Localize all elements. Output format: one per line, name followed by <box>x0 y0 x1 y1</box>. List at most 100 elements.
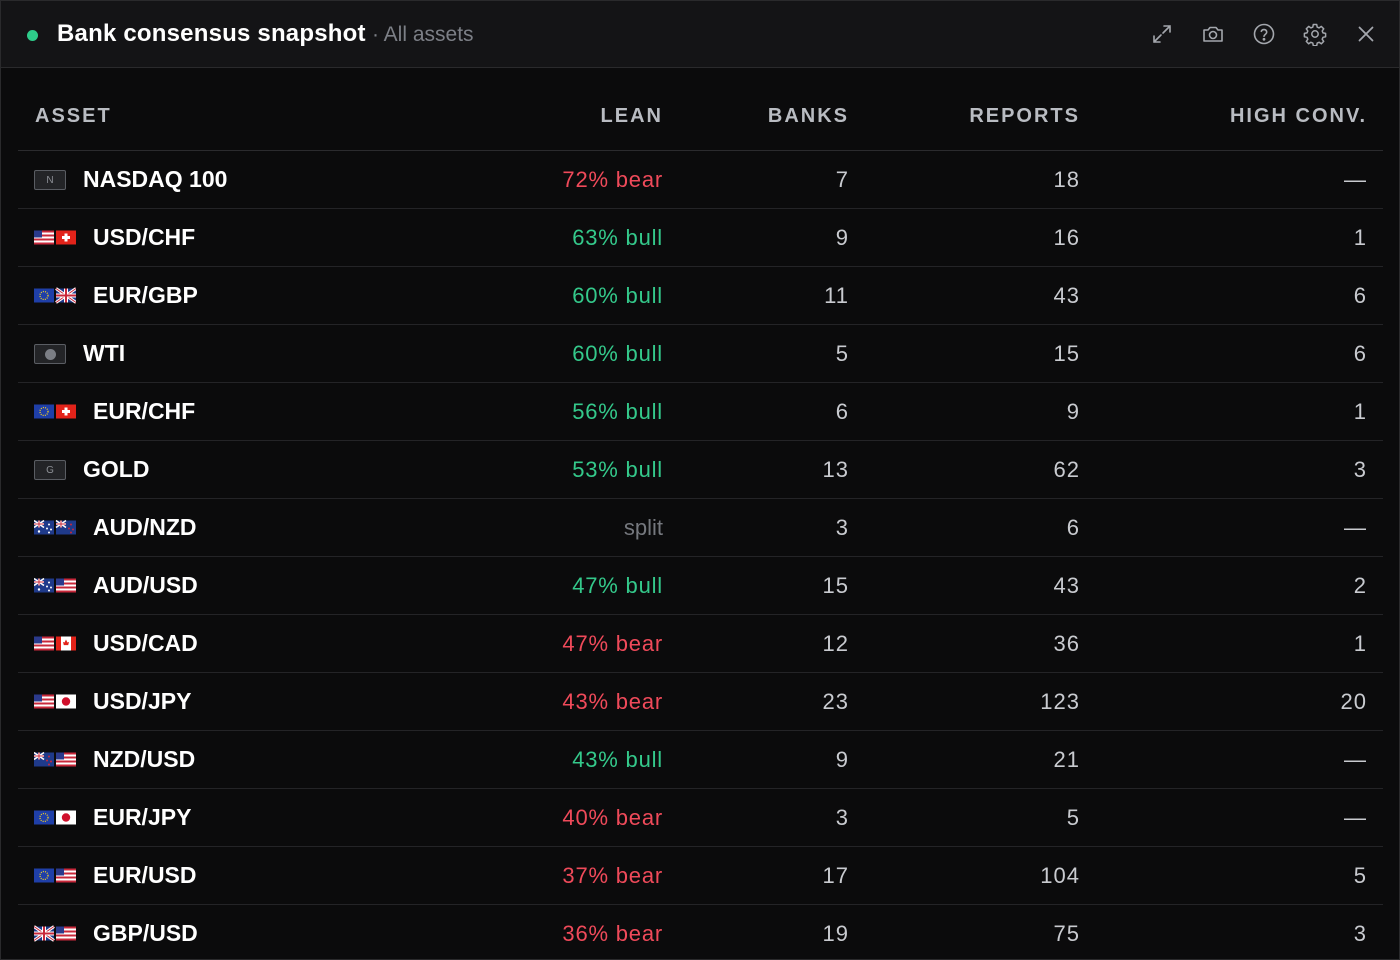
lean-value: 43% bull <box>572 747 663 772</box>
camera-icon[interactable] <box>1200 21 1226 47</box>
badge-letter: G <box>46 464 54 476</box>
asset-name[interactable]: USD/JPY <box>93 688 192 714</box>
table-row[interactable]: EUR/USD 37% bear 17 104 5 <box>18 847 1383 905</box>
column-header-high-conviction[interactable]: HIGH CONV. <box>1229 105 1367 127</box>
high-conviction-count: 20 <box>1340 689 1367 714</box>
currency-flags-icon <box>34 925 76 942</box>
currency-flags-icon <box>34 810 76 825</box>
currency-flags-icon <box>34 230 76 245</box>
banks-count: 19 <box>822 921 849 946</box>
currency-flags-icon <box>34 404 76 419</box>
table-row[interactable]: GBP/USD 36% bear 19 75 3 <box>18 905 1383 959</box>
asset-name[interactable]: GBP/USD <box>93 920 198 946</box>
high-conviction-count: 5 <box>1353 863 1367 888</box>
banks-count: 17 <box>822 863 849 888</box>
high-conviction-count: — <box>1344 805 1367 830</box>
commodity-badge-icon <box>34 344 66 364</box>
table-row[interactable]: NZD/USD 43% bull 9 21 — <box>18 731 1383 789</box>
table-row[interactable]: USD/CAD 47% bear 12 36 1 <box>18 615 1383 673</box>
table-row[interactable]: USD/JPY 43% bear 23 123 20 <box>18 673 1383 731</box>
reports-count: 123 <box>1040 689 1080 714</box>
banks-count: 3 <box>835 515 849 540</box>
lean-value: 56% bull <box>572 399 663 424</box>
asset-name[interactable]: WTI <box>83 340 126 366</box>
asset-name[interactable]: EUR/JPY <box>93 804 192 830</box>
high-conviction-count: 1 <box>1353 631 1367 656</box>
currency-flags-icon <box>34 694 76 709</box>
banks-count: 15 <box>822 573 849 598</box>
high-conviction-count: — <box>1344 515 1367 540</box>
asset-name[interactable]: EUR/USD <box>93 862 197 888</box>
banks-count: 5 <box>835 341 849 366</box>
settings-icon[interactable] <box>1302 21 1328 47</box>
table-row[interactable]: G GOLD 53% bull 13 62 3 <box>18 441 1383 499</box>
asset-name[interactable]: USD/CAD <box>93 630 198 656</box>
reports-count: 6 <box>1066 515 1080 540</box>
lean-value: 72% bear <box>562 167 663 192</box>
reports-count: 62 <box>1053 457 1080 482</box>
banks-count: 23 <box>822 689 849 714</box>
table-row[interactable]: EUR/GBP 60% bull 11 43 6 <box>18 267 1383 325</box>
table-row[interactable]: WTI 60% bull 5 15 6 <box>18 325 1383 383</box>
asset-name[interactable]: GOLD <box>83 456 150 482</box>
high-conviction-count: — <box>1344 167 1367 192</box>
lean-value: 40% bear <box>562 805 663 830</box>
high-conviction-count: 3 <box>1353 921 1367 946</box>
table-row[interactable]: EUR/JPY 40% bear 3 5 — <box>18 789 1383 847</box>
column-header-reports[interactable]: REPORTS <box>969 105 1080 127</box>
reports-count: 43 <box>1053 573 1080 598</box>
banks-count: 3 <box>835 805 849 830</box>
lean-value: 53% bull <box>572 457 663 482</box>
asset-name[interactable]: NASDAQ 100 <box>83 166 228 192</box>
table-row[interactable]: AUD/NZD split 3 6 — <box>18 499 1383 557</box>
banks-count: 11 <box>824 283 849 308</box>
asset-name[interactable]: USD/CHF <box>93 224 196 250</box>
banks-count: 12 <box>822 631 849 656</box>
status-dot <box>27 30 38 41</box>
asset-name[interactable]: AUD/USD <box>93 572 198 598</box>
table-row[interactable]: USD/CHF 63% bull 9 16 1 <box>18 209 1383 267</box>
expand-icon[interactable] <box>1149 21 1175 47</box>
currency-flags-icon <box>34 751 76 767</box>
lean-value: 43% bear <box>562 689 663 714</box>
reports-count: 9 <box>1066 399 1080 424</box>
lean-value: 47% bull <box>572 573 663 598</box>
reports-count: 75 <box>1053 921 1080 946</box>
table-body: N NASDAQ 100 72% bear 7 18 — USD/CHF 63% bull 9 1… <box>18 151 1383 959</box>
high-conviction-count: 2 <box>1353 573 1367 598</box>
asset-name[interactable]: EUR/CHF <box>93 398 196 424</box>
reports-count: 18 <box>1053 167 1080 192</box>
banks-count: 9 <box>835 225 849 250</box>
asset-name[interactable]: EUR/GBP <box>93 282 198 308</box>
consensus-table: ASSET LEAN BANKS REPORTS HIGH CONV. N NAS… <box>18 89 1383 959</box>
lean-value: split <box>623 515 663 540</box>
asset-name[interactable]: NZD/USD <box>93 746 196 772</box>
high-conviction-count: 6 <box>1353 341 1367 366</box>
table-header: ASSET LEAN BANKS REPORTS HIGH CONV. <box>18 89 1383 151</box>
lean-value: 60% bull <box>572 283 663 308</box>
lean-value: 60% bull <box>572 341 663 366</box>
help-icon[interactable] <box>1251 21 1277 47</box>
lean-value: 63% bull <box>572 225 663 250</box>
lean-value: 36% bear <box>562 921 663 946</box>
asset-name[interactable]: AUD/NZD <box>93 514 197 540</box>
reports-count: 36 <box>1053 631 1080 656</box>
table-row[interactable]: AUD/USD 47% bull 15 43 2 <box>18 557 1383 615</box>
currency-flags-icon <box>34 636 76 651</box>
close-icon[interactable] <box>1353 21 1379 47</box>
currency-flags-icon <box>34 577 76 593</box>
high-conviction-count: 3 <box>1353 457 1367 482</box>
column-header-banks[interactable]: BANKS <box>767 105 849 127</box>
high-conviction-count: 6 <box>1353 283 1367 308</box>
reports-count: 104 <box>1040 863 1080 888</box>
banks-count: 9 <box>835 747 849 772</box>
high-conviction-count: 1 <box>1353 399 1367 424</box>
reports-count: 21 <box>1053 747 1080 772</box>
banks-count: 13 <box>822 457 849 482</box>
table-row[interactable]: EUR/CHF 56% bull 6 9 1 <box>18 383 1383 441</box>
column-header-asset[interactable]: ASSET <box>35 105 112 127</box>
column-header-lean[interactable]: LEAN <box>600 105 663 127</box>
dot-icon <box>44 348 56 360</box>
table-row[interactable]: N NASDAQ 100 72% bear 7 18 — <box>18 151 1383 209</box>
